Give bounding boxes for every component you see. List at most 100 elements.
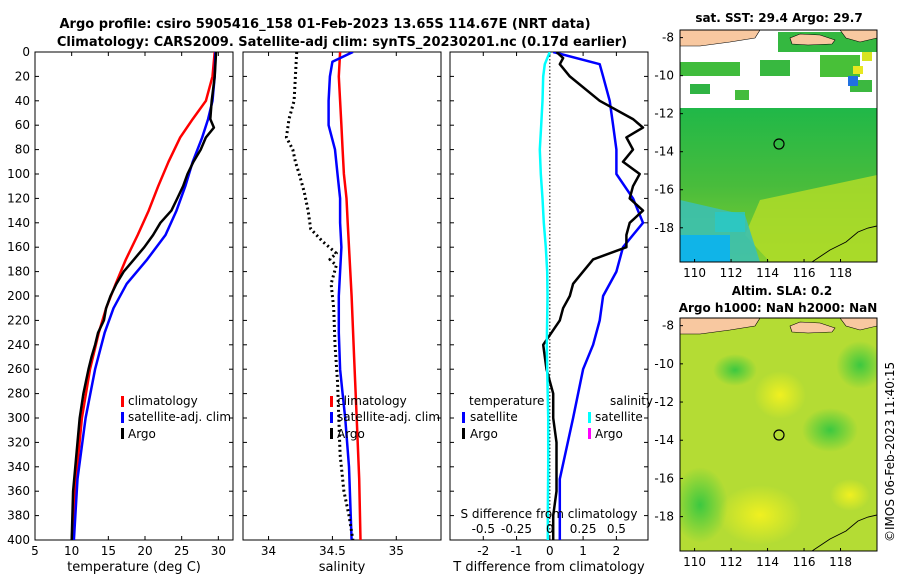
sst-warm-region <box>745 175 877 262</box>
salinity-xlabel: salinity <box>319 560 366 575</box>
legend-label-satellite: satellite-adj. clim <box>128 410 231 424</box>
sst-cool-patch <box>680 235 730 262</box>
legend-title-salinity: salinity <box>610 394 653 408</box>
difference-legend: temperature satellite Argo salinity sate… <box>462 394 653 441</box>
difference-xlabel: T difference from climatology <box>452 560 645 575</box>
depth-tick-label: 280 <box>7 387 30 401</box>
x-tick-label: 0 <box>546 544 554 558</box>
depth-tick-label: 100 <box>7 167 30 181</box>
lat-tick-label: -10 <box>654 357 674 371</box>
sla-map <box>679 317 878 552</box>
depth-tick-label: 140 <box>7 216 30 230</box>
salinity-legend: climatology satellite-adj. clim Argo <box>330 394 440 441</box>
land-mass <box>839 30 877 43</box>
series-line-argo <box>70 52 218 540</box>
sla-high-region <box>836 341 877 389</box>
land-mass <box>839 318 877 331</box>
temperature-xlabel: temperature (deg C) <box>67 560 201 575</box>
lon-tick-label: 118 <box>829 266 852 280</box>
x-tick-label: 2 <box>613 544 621 558</box>
sst-pixel-block <box>820 55 860 77</box>
sla-low-region <box>754 371 806 419</box>
legend-label-s-argo: Argo <box>595 427 623 441</box>
depth-tick-label: 400 <box>7 533 30 547</box>
sla-high-region <box>713 354 757 386</box>
salinity-axis: 34 34.5 35 <box>243 51 441 558</box>
sla-map-frame <box>679 317 878 552</box>
s-tick-label: -0.25 <box>501 522 532 536</box>
lon-tick-label: 116 <box>793 266 816 280</box>
s-difference-label: S difference from climatology <box>461 507 638 521</box>
land-mass <box>680 318 761 335</box>
x-tick-label: 20 <box>137 544 152 558</box>
s-tick-label: 0.25 <box>570 522 597 536</box>
temperature-axis: 5 10 15 20 25 30 <box>31 51 233 558</box>
depth-tick-label: 320 <box>7 435 30 449</box>
lat-tick-label: -16 <box>654 471 674 485</box>
x-tick-label: -1 <box>511 544 523 558</box>
lon-tick-label: 110 <box>683 555 706 569</box>
depth-tick-label: 360 <box>7 484 30 498</box>
legend-swatch-argo <box>121 428 124 439</box>
lon-tick-label: 112 <box>720 266 743 280</box>
difference-axis: -2 -1 0 1 2 <box>450 51 648 558</box>
lon-tick-label: 112 <box>720 555 743 569</box>
x-tick-label: 25 <box>174 544 189 558</box>
float-position-marker <box>773 429 785 441</box>
x-tick-label: 5 <box>31 544 39 558</box>
depth-tick-label: 40 <box>15 94 30 108</box>
sst-pixel-block <box>760 60 790 76</box>
s-difference-axis: -0.5 -0.25 0 0.25 0.5 <box>472 522 626 536</box>
series-line-salinity-satellite <box>538 52 551 540</box>
series-line-temperature-argo <box>541 52 645 540</box>
sla-low-region <box>830 479 870 511</box>
coastline <box>811 225 877 262</box>
legend-label-argo: Argo <box>128 427 156 441</box>
legend-label-s-satellite: satellite <box>595 410 643 424</box>
depth-tick-label: 160 <box>7 240 30 254</box>
legend-title-temperature: temperature <box>469 394 544 408</box>
legend-label-climatology: climatology <box>128 394 198 408</box>
depth-tick-label: 260 <box>7 362 30 376</box>
difference-series <box>538 52 645 540</box>
depth-tick-label: 20 <box>15 69 30 83</box>
depth-tick-label: 80 <box>15 143 30 157</box>
legend-label-t-satellite: satellite <box>470 410 518 424</box>
lat-tick-label: -16 <box>654 183 674 197</box>
series-line-satellite-adj-clim <box>327 52 354 540</box>
legend-swatch-s-satellite <box>588 412 591 423</box>
legend-swatch-satellite <box>121 412 124 423</box>
legend-swatch-s-argo <box>588 428 591 439</box>
lon-tick-label: 116 <box>793 555 816 569</box>
sst-map-frame <box>679 29 878 263</box>
imos-timestamp: ©IMOS 06-Feb-2023 11:40:15 <box>883 362 897 542</box>
depth-axis: 0 20 40 60 80 100 120 140 160 180 200 220 240 260 280 3… <box>7 45 30 547</box>
temperature-panel <box>34 51 234 541</box>
sst-map-title: sat. SST: 29.4 Argo: 29.7 <box>695 11 862 25</box>
depth-tick-label: 240 <box>7 338 30 352</box>
s-tick-label: 0.5 <box>607 522 626 536</box>
lat-tick-label: -18 <box>654 221 674 235</box>
sst-pixel-block <box>735 90 749 100</box>
lon-tick-label: 114 <box>756 266 779 280</box>
depth-tick-label: 220 <box>7 313 30 327</box>
s-tick-label: -0.5 <box>472 522 495 536</box>
x-tick-label: 35 <box>389 544 404 558</box>
sst-map <box>679 29 878 263</box>
lon-tick-label: 110 <box>683 266 706 280</box>
x-tick-label: 30 <box>211 544 226 558</box>
sst-map-axis: -8 -10 -12 -14 -16 -18 110 112 114 116 118 <box>654 31 852 280</box>
lat-tick-label: -18 <box>654 510 674 524</box>
depth-tick-label: 60 <box>15 118 30 132</box>
sla-low-region <box>718 485 802 545</box>
sst-pixel-blue <box>848 76 858 86</box>
sst-pixel-yellow <box>853 66 863 74</box>
x-tick-label: 34 <box>261 544 276 558</box>
legend-swatch-t-argo <box>462 428 465 439</box>
land-mass <box>789 321 836 334</box>
legend-label-t-argo: Argo <box>470 427 498 441</box>
temperature-series <box>70 52 218 540</box>
sla-map-title-2: Argo h1000: NaN h2000: NaN <box>679 301 878 315</box>
lat-tick-label: -14 <box>654 145 674 159</box>
